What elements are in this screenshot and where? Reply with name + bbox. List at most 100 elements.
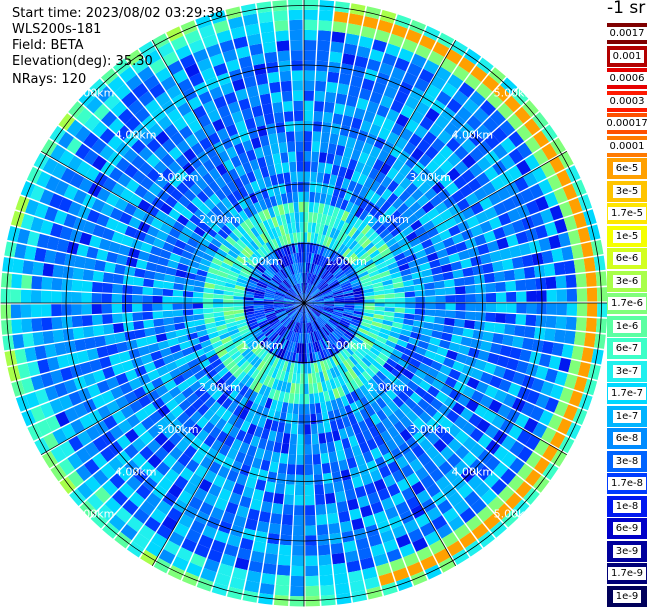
range-gate-cell [182,162,196,176]
range-gate-cell [444,287,456,295]
range-gate-cell [81,315,93,327]
range-gate-cell [246,338,257,348]
range-gate-cell [144,327,156,337]
range-gate-cell [217,367,229,378]
range-gate-cell [142,286,153,296]
range-gate-cell [152,311,164,319]
range-gate-cell [307,312,313,322]
range-gate-cell [380,430,393,443]
range-gate-cell [453,277,465,287]
range-gate-cell [291,243,296,254]
range-gate-cell [321,313,331,320]
range-gate-cell [318,316,327,325]
range-gate-cell [232,228,243,239]
range-gate-cell [441,532,459,548]
range-gate-cell [104,497,122,514]
range-gate-cell [359,185,370,198]
range-gate-cell [348,13,364,26]
range-gate-cell [297,312,302,323]
range-gate-cell [125,74,143,91]
range-gate-cell [266,267,276,276]
range-gate-cell [386,221,398,233]
range-gate-cell [322,235,329,247]
range-gate-cell [225,6,242,20]
range-gate-cell [239,385,249,397]
range-gate-cell [483,362,497,375]
range-gate-cell [67,155,83,172]
range-gate-cell [311,151,320,163]
range-gate-cell [253,250,264,261]
range-gate-cell [458,57,476,73]
range-gate-cell [419,167,433,181]
range-gate-cell [359,274,370,281]
range-gate-cell [447,423,462,438]
range-gate-cell [272,205,280,217]
range-gate-cell [381,582,398,596]
range-gate-cell [54,342,67,356]
range-gate-cell [312,131,322,142]
range-gate-cell [497,404,512,419]
range-gate-cell [207,132,221,146]
range-gate-cell [402,369,415,380]
range-gate-cell [232,367,244,379]
range-gate-cell [213,95,227,109]
range-gate-cell [531,166,547,183]
range-gate-cell [288,0,303,11]
range-gate-cell [162,181,176,195]
range-gate-cell [304,181,310,192]
range-gate-cell [301,353,304,364]
range-gate-cell [406,495,421,510]
range-gate-cell [273,410,281,422]
range-gate-cell [351,353,362,363]
range-gate-cell [275,122,286,134]
range-gate-cell [202,525,217,540]
range-gate-cell [87,383,101,398]
range-gate-cell [378,465,392,479]
range-gate-cell [293,525,304,536]
range-gate-cell [167,108,182,123]
range-gate-cell [108,514,126,531]
range-gate-cell [405,29,422,44]
range-gate-cell [373,314,384,320]
range-gate-cell [244,350,254,361]
range-gate-cell [407,259,420,269]
range-gate-cell [448,203,462,217]
range-gate-cell [320,314,330,321]
range-gate-cell [500,77,518,95]
range-gate-cell [174,475,189,490]
range-gate-cell [274,260,282,271]
range-gate-cell [250,355,260,366]
range-gate-cell [183,418,196,431]
range-gate-cell [497,102,514,120]
range-gate-cell [233,393,244,405]
range-gate-cell [289,288,297,297]
range-gate-cell [194,319,206,327]
range-gate-cell [161,138,176,153]
range-gate-cell [363,110,376,124]
range-gate-cell [257,437,268,450]
range-gate-cell [234,338,245,348]
range-gate-cell [431,214,444,227]
range-gate-cell [54,382,68,398]
range-gate-cell [533,148,549,166]
range-gate-cell [343,311,354,316]
range-gate-cell [461,138,477,154]
range-gate-cell [280,327,288,337]
range-gate-cell [99,128,116,144]
range-gate-cell [163,540,180,556]
range-gate-cell [319,283,329,291]
range-gate-cell [459,184,474,198]
range-gate-cell [516,360,529,374]
range-gate-cell [106,376,120,390]
range-gate-cell [178,513,194,529]
range-gate-cell [131,437,147,452]
range-gate-cell [140,176,154,190]
range-gate-cell [262,563,277,575]
range-gate-cell [509,245,522,258]
range-gate-cell [192,308,204,315]
range-gate-cell [353,290,364,295]
range-gate-cell [475,312,486,322]
range-gate-cell [225,253,236,263]
range-gate-cell [558,151,574,169]
range-gate-cell [422,220,435,232]
